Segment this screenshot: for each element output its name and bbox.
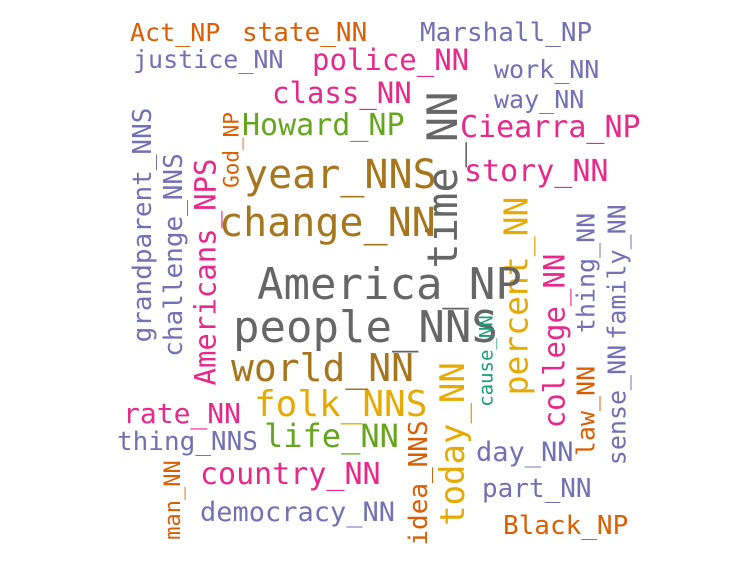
word-life-nn: life_NN: [264, 417, 399, 455]
word-family-nn: family_NN: [602, 204, 632, 340]
word-world-nn: world_NN: [231, 346, 415, 390]
word-man-nn: man_NN: [161, 460, 186, 540]
word-part-nn: part_NN: [482, 474, 592, 504]
word-justice-nn: justice_NN: [133, 45, 284, 74]
word-way-nn: way_NN: [494, 85, 585, 114]
word-democracy-nn: democracy_NN: [200, 497, 396, 528]
word-state-nn: state_NN: [242, 18, 368, 48]
word-story-nn: story_NN: [464, 154, 609, 189]
word-class-nn: class_NN: [272, 76, 412, 110]
word-act-np: Act_NP: [130, 18, 221, 47]
word-idea-nns: idea_NNS: [404, 420, 434, 546]
word-rate-nn: rate_NN: [123, 397, 242, 430]
word-god-np: God_NP: [219, 112, 244, 188]
word-folk-nns: folk_NNS: [254, 384, 428, 425]
word-today-nn: today_NN: [433, 362, 473, 526]
word-black-np: Black_NP: [503, 511, 629, 541]
word-work-nn: work_NN: [494, 55, 600, 84]
word-day-nn: day_NN: [476, 437, 574, 468]
word-americans-nps: Americans_NPS: [188, 158, 223, 386]
word-ciearra-np: Ciearra_NP: [460, 110, 641, 145]
word-change-nn: change_NN: [219, 200, 436, 246]
word-thing-nn: thing_NN: [571, 212, 601, 334]
word-law-nn: law_NN: [571, 365, 601, 457]
word-police-nn: police_NN: [312, 43, 470, 77]
word-sense-nn: sense_NN: [602, 344, 632, 466]
word-challenge-nns: challenge_NNS: [159, 153, 189, 357]
word-marshall-np: Marshall_NP: [420, 18, 593, 48]
word-thing-nns: thing_NNS: [117, 427, 258, 457]
word-country-nn: country_NN: [200, 457, 381, 492]
word-howard-np: Howard_NP: [242, 108, 405, 143]
word-cause-nn: cause_NN: [475, 315, 498, 407]
word-college-nn: college_NN: [537, 253, 572, 429]
word-america-np: America_NP: [257, 259, 522, 310]
word-people-nns: people_NNS: [233, 302, 498, 353]
word-year-nns: year_NNS: [244, 152, 437, 198]
word-grandparent-nns: grandparent_NNS: [128, 107, 158, 343]
